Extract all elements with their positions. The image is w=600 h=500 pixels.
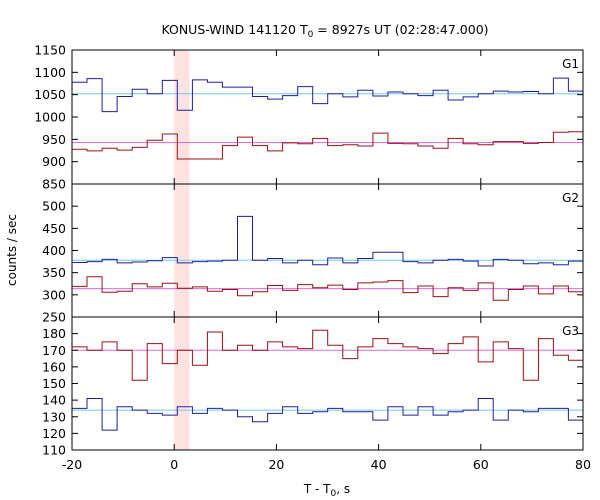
x-axis-label: T - T0, s — [303, 482, 350, 499]
x-axis-label-suffix: , s — [336, 482, 350, 496]
y-axis-label: counts / sec — [5, 214, 19, 286]
panel-g1-y-tick-label: 1050 — [34, 87, 66, 102]
panel-g2-y-tick-label: 300 — [42, 287, 66, 302]
panel-g2-series-red — [72, 276, 583, 302]
panel-g1-y-tick-label: 1100 — [34, 65, 66, 80]
x-tick-label: 80 — [575, 457, 591, 472]
panel-g3-series-red — [72, 329, 583, 381]
panel-g3-plot-area — [72, 329, 583, 431]
chart-title-subscript: 0 — [308, 30, 314, 40]
panel-g3-y-tick-label: 130 — [42, 409, 66, 424]
chart-title-suffix: = 8927s UT (02:28:47.000) — [313, 22, 488, 37]
x-tick-label: -20 — [62, 457, 82, 472]
chart-title: KONUS-WIND 141120 T0 = 8927s UT (02:28:4… — [161, 22, 488, 40]
panel-g2-series-blue — [72, 215, 583, 267]
panel-g2-y-tick-label: 250 — [42, 310, 66, 325]
panel-g2: 250 300 350 400 450 500 G2 — [42, 183, 584, 325]
panel-g3-series-blue — [72, 396, 583, 431]
panel-g2-label: G2 — [562, 191, 579, 205]
panel-g1-y-tick-label: 850 — [42, 177, 66, 192]
panel-g2-y-tick-label: 500 — [42, 199, 66, 214]
panel-g1-y-tick-label: 1150 — [34, 43, 66, 58]
panel-g1-plot-area — [72, 77, 583, 160]
panel-g3-y-tick-label: 150 — [42, 376, 66, 391]
panel-g3-y-tick-label: 120 — [42, 426, 66, 441]
panel-g3-y-tick-label: 110 — [42, 443, 66, 458]
x-axis-label-subscript: 0 — [331, 489, 337, 499]
panel-g1-series-blue — [72, 77, 583, 113]
panel-g3-y-tick-label: 170 — [42, 343, 66, 358]
x-tick-label: 40 — [371, 457, 387, 472]
panel-g1-y-tick-label: 950 — [42, 132, 66, 147]
panel-g3-y-tick-label: 160 — [42, 359, 66, 374]
panel-g3-y-tick-label: 140 — [42, 393, 66, 408]
x-tick-label: 0 — [170, 457, 178, 472]
panel-g2-plot-area — [72, 215, 583, 302]
panel-g2-y-tick-label: 450 — [42, 221, 66, 236]
x-tick-label: 20 — [268, 457, 284, 472]
panel-g3-label: G3 — [562, 324, 579, 338]
panel-g1-y-tick-label: 900 — [42, 154, 66, 169]
panel-g2-y-tick-label: 400 — [42, 243, 66, 258]
panel-g1-label: G1 — [562, 57, 579, 71]
panel-g3-y-tick-label: 180 — [42, 326, 66, 341]
panel-g1-series-red — [72, 131, 583, 160]
panel-g1-y-tick-label: 1000 — [34, 110, 66, 125]
panel-g2-y-tick-label: 350 — [42, 265, 66, 280]
x-axis-label-prefix: T - T — [303, 482, 331, 496]
x-tick-label: 60 — [473, 457, 489, 472]
chart-title-prefix: KONUS-WIND 141120 T — [161, 22, 307, 37]
plot-layer: 8509009501000105011001150G12503003504004… — [34, 43, 591, 473]
